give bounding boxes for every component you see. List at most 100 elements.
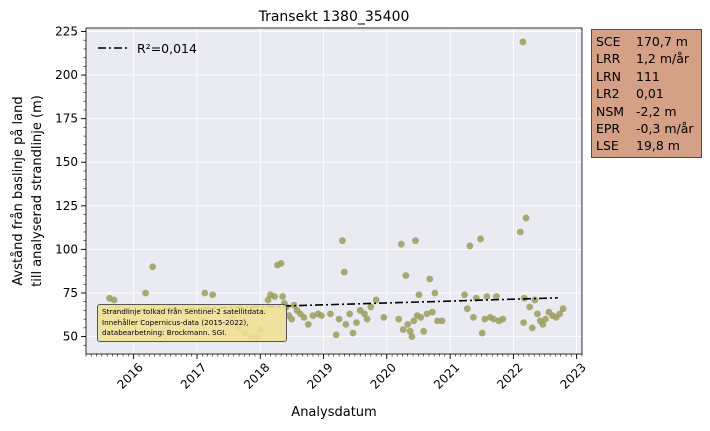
data-point (349, 329, 357, 337)
data-point (404, 320, 412, 328)
data-point (397, 240, 405, 248)
data-point (520, 319, 528, 327)
data-point (339, 237, 346, 245)
stat-value: -2,2 m (636, 103, 677, 119)
x-tick-label: 2017 (178, 360, 209, 391)
data-point (353, 319, 360, 327)
data-point (516, 228, 524, 236)
data-point (469, 313, 477, 321)
stat-row: LRN 111 (596, 68, 697, 85)
data-point (428, 308, 436, 316)
x-axis-label: Analysdatum (291, 405, 376, 420)
x-tick-label: 2019 (304, 360, 335, 391)
y-tick-label: 75 (63, 286, 78, 300)
data-point (380, 313, 388, 321)
data-point (110, 296, 118, 304)
stat-value: 111 (636, 68, 660, 84)
data-point (332, 331, 340, 339)
data-point (309, 312, 317, 320)
x-tick-label: 2016 (114, 360, 145, 391)
data-point (556, 310, 564, 318)
y-tick-label: 175 (55, 112, 78, 126)
data-point (417, 313, 425, 321)
data-point (490, 315, 498, 323)
data-point (209, 291, 217, 299)
stat-row: LR2 0,01 (596, 85, 697, 102)
y-axis-ticks (81, 31, 86, 346)
data-point (279, 293, 287, 300)
chart-title: Transekt 1380_35400 (258, 9, 410, 25)
plot-frame (85, 27, 583, 355)
stat-key: LSE (596, 138, 619, 154)
data-point (423, 310, 431, 318)
stat-key: EPR (596, 121, 621, 137)
data-point (408, 333, 416, 340)
shoreline-statistics-box: SCE 170,7 m LRR 1,2 m/år LRN 111 LR2 0,01 NSM -2,… (591, 29, 702, 158)
data-point (327, 310, 334, 318)
stat-value: -0,3 m/år (636, 121, 694, 137)
note-line: databearbetning: Brockmann. SGI. (102, 328, 227, 337)
data-point (431, 289, 439, 297)
data-point (363, 315, 371, 323)
data-point (372, 296, 380, 304)
data-point (142, 289, 149, 297)
x-tick-label: 2021 (431, 360, 462, 391)
data-point (483, 293, 491, 300)
y-axis-tick-labels: 50 75 100 125 150 175 200 225 (55, 24, 78, 343)
data-point (463, 305, 471, 313)
data-point (478, 329, 486, 337)
data-point (420, 327, 428, 335)
stat-key: LRR (596, 51, 621, 67)
x-tick-label: 2020 (368, 360, 399, 391)
data-point (461, 291, 468, 299)
y-tick-label: 150 (55, 155, 78, 169)
data-point (528, 324, 536, 332)
stat-value: 170,7 m (636, 34, 688, 49)
data-point (559, 305, 567, 313)
x-tick-label: 2018 (241, 360, 272, 391)
data-point (493, 293, 500, 300)
data-point (304, 320, 312, 328)
x-tick-label: 2022 (494, 360, 525, 391)
data-point (519, 38, 527, 46)
data-point (346, 310, 354, 318)
note-line: Strandlinje tolkad från Sentinel-2 satel… (102, 307, 266, 316)
data-point (415, 291, 423, 299)
data-point (318, 312, 325, 320)
stat-value: 19,8 m (636, 138, 680, 154)
data-point (342, 320, 350, 328)
stat-row: LSE 19,8 m (596, 137, 697, 154)
y-axis-label-line-2: till analyserad strandlinje (m) (30, 95, 45, 287)
stat-value: 0,01 (636, 86, 664, 102)
y-tick-label: 200 (55, 68, 78, 82)
data-point (539, 320, 547, 328)
data-point (499, 315, 507, 323)
data-point (395, 315, 403, 323)
y-tick-label: 100 (55, 242, 78, 256)
data-point (340, 268, 348, 276)
stat-key: LRN (596, 68, 621, 84)
legend-label: R²=0,014 (137, 41, 197, 56)
data-point (367, 303, 375, 311)
note-line: Innehåller Copernicus-data (2015-2022), (102, 317, 249, 327)
y-tick-label: 50 (63, 330, 78, 344)
data-point (410, 317, 418, 325)
data-point (534, 310, 541, 318)
data-point (522, 214, 530, 222)
x-tick-label: 2023 (557, 360, 588, 391)
data-point (531, 296, 539, 304)
stat-row: NSM -2,2 m (596, 103, 697, 120)
data-point (361, 310, 368, 318)
x-axis-tick-labels: 2016 2017 2018 2019 2020 2021 2022 2023 (114, 360, 588, 391)
data-point (402, 272, 410, 279)
data-point (335, 315, 343, 323)
data-point (426, 275, 434, 283)
plot-area (86, 28, 582, 354)
data-point (288, 315, 296, 323)
x-axis-ticks (85, 354, 583, 359)
data-point (481, 315, 489, 323)
stat-value: 1,2 m/år (636, 51, 690, 67)
y-tick-label: 225 (55, 24, 78, 38)
stat-row: SCE 170,7 m (596, 33, 697, 50)
